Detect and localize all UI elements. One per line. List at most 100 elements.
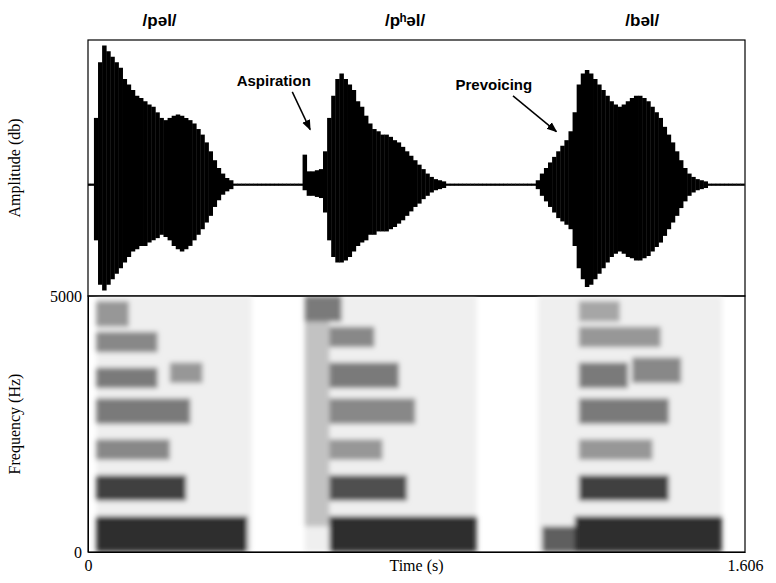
waveform-sample — [139, 98, 144, 246]
waveform-sample — [716, 184, 721, 186]
waveform-sample — [478, 184, 483, 186]
waveform-sample — [450, 184, 455, 186]
waveform-sample — [159, 118, 164, 235]
waveform-sample — [335, 79, 340, 263]
waveform-sample — [143, 101, 148, 246]
waveform-sample — [208, 151, 213, 216]
waveform-sample — [311, 171, 316, 195]
waveform-sample — [577, 85, 582, 269]
waveform-sample — [458, 184, 463, 186]
spectrogram-cell — [96, 301, 129, 327]
spectrogram-cell — [575, 516, 722, 552]
waveform-sample — [552, 157, 557, 213]
waveform-sample — [135, 96, 140, 250]
waveform-sample — [618, 107, 623, 252]
panel: Amplitude (db)/pəl//pʰəl//bəl/Aspiration… — [6, 11, 745, 296]
waveform-sample — [740, 184, 745, 186]
waveform-sample — [417, 165, 422, 204]
spectrogram-cell — [170, 363, 203, 383]
waveform-sample — [601, 90, 606, 268]
waveform-sample — [515, 184, 520, 186]
waveform-sample — [438, 180, 443, 189]
waveform-sample — [544, 168, 549, 201]
waveform-sample — [658, 118, 663, 243]
waveform-sample — [446, 184, 451, 186]
annotation-arrow — [292, 92, 310, 130]
waveform-sample — [609, 101, 614, 257]
waveform-sample — [732, 184, 737, 186]
segment-label: /pəl/ — [143, 11, 177, 30]
waveform-sample — [528, 184, 533, 186]
waveform-sample — [249, 184, 254, 186]
waveform-sample — [229, 180, 234, 189]
waveform-sample — [699, 180, 704, 189]
waveform-sample — [241, 184, 246, 186]
waveform-sample — [176, 115, 181, 250]
waveform-sample — [388, 137, 393, 229]
waveform-sample — [409, 156, 414, 212]
waveform-sample — [708, 184, 713, 186]
spectrogram-cell — [96, 475, 186, 501]
axis: 01.606 — [85, 552, 764, 574]
waveform-sample — [519, 184, 524, 186]
waveform-sample — [343, 79, 348, 260]
waveform-sample — [646, 101, 651, 256]
waveform-sample — [397, 142, 402, 223]
waveform-sample — [585, 70, 590, 287]
waveform-sample — [425, 174, 430, 196]
spectrogram-cell — [329, 363, 399, 389]
waveform-sample — [675, 151, 680, 216]
waveform-sample — [736, 184, 741, 186]
waveform-sample — [278, 184, 283, 186]
plot-frame — [88, 40, 745, 296]
waveform-sample — [630, 98, 635, 258]
waveform-sample — [303, 155, 308, 191]
spectrogram-cell — [329, 398, 415, 424]
waveform-sample — [638, 96, 643, 261]
waveform-sample — [274, 184, 279, 186]
tick-label: 0 — [74, 544, 82, 561]
waveform-sample — [650, 107, 655, 252]
plot-area — [88, 46, 743, 291]
spectrogram-cell — [96, 516, 247, 552]
waveform-sample — [442, 181, 447, 188]
waveform-sample — [511, 184, 516, 186]
spectrogram-cell — [579, 475, 669, 501]
waveform-sample — [98, 62, 103, 285]
waveform-sample — [106, 51, 111, 285]
waveform-sample — [168, 118, 173, 240]
spectrogram-cell — [305, 296, 477, 552]
x-axis-title: Time (s) — [389, 557, 443, 575]
spectrogram-cell — [579, 327, 661, 347]
waveform-sample — [532, 184, 537, 186]
waveform-sample — [483, 184, 488, 186]
waveform-sample — [147, 105, 152, 243]
waveform-sample — [348, 85, 353, 258]
waveform-sample — [564, 140, 569, 225]
waveform-sample — [712, 184, 717, 186]
waveform-sample — [597, 85, 602, 274]
spectrogram-cell — [538, 296, 722, 552]
waveform-sample — [102, 46, 107, 291]
waveform-sample — [356, 101, 361, 246]
tick: 1.606 — [728, 552, 764, 574]
waveform-sample — [495, 184, 500, 186]
waveform-sample — [540, 174, 545, 196]
segment-label: /bəl/ — [625, 11, 659, 30]
waveform-sample — [466, 184, 471, 186]
waveform-sample — [225, 178, 230, 191]
waveform-sample — [393, 140, 398, 227]
waveform-sample — [94, 118, 99, 240]
waveform-sample — [491, 184, 496, 186]
waveform-sample — [503, 184, 508, 186]
waveform-sample — [605, 96, 610, 263]
waveform-sample — [687, 174, 692, 196]
waveform-sample — [233, 184, 238, 186]
waveform-sample — [380, 135, 385, 232]
spectrogram-cell — [96, 332, 157, 352]
spectrogram-cell — [329, 439, 382, 459]
waveform-sample — [127, 85, 132, 258]
waveform-sample — [556, 151, 561, 218]
waveform-sample — [151, 107, 156, 241]
waveform-sample — [192, 123, 197, 240]
